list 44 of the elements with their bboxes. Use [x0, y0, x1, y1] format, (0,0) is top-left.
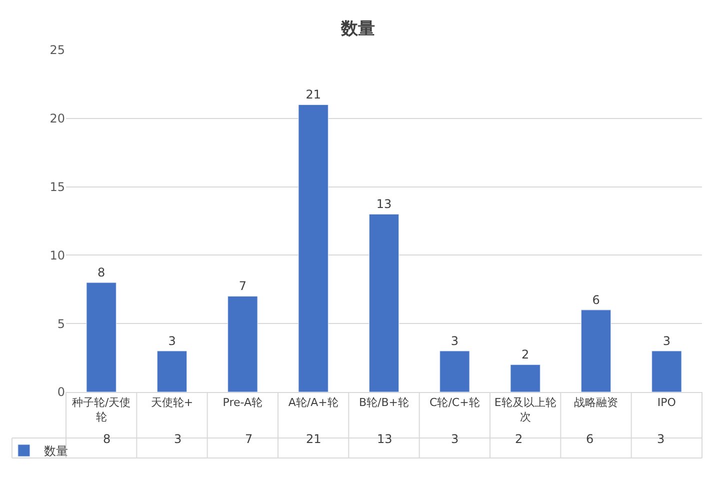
text: 13 — [376, 197, 392, 212]
x-tick-label: IPO — [657, 396, 676, 410]
bar — [228, 296, 258, 392]
data-label: 21 — [306, 432, 322, 446]
legend-label: 数量 — [44, 444, 68, 458]
x-tick-label: E轮及以上轮次 — [494, 396, 556, 424]
y-tick-label: 20 — [50, 112, 65, 126]
y-tick-label: 25 — [50, 43, 65, 58]
data-label: 3 — [174, 432, 182, 446]
bar — [440, 350, 470, 392]
x-tick-label: C轮/C+轮 — [430, 396, 480, 410]
x-tick-label: Pre-A轮 — [222, 396, 263, 410]
text: 8 — [98, 266, 106, 280]
text: 3 — [168, 334, 176, 348]
chart-title: 数量 — [340, 18, 375, 39]
text: 3 — [450, 334, 458, 348]
text: 2 — [522, 348, 530, 362]
bar — [86, 282, 116, 392]
bar — [580, 310, 612, 392]
data-label: 13 — [377, 432, 392, 446]
x-tick-label: 种子轮/天使轮 — [72, 396, 131, 424]
x-tick-label: 战略融资 — [574, 396, 618, 410]
data-label: 7 — [245, 432, 253, 446]
text: 21 — [306, 88, 321, 102]
x-tick-label: B轮/B+轮 — [358, 396, 410, 410]
x-tick-label: 天使轮+ — [150, 396, 194, 410]
data-label: 3 — [451, 432, 459, 446]
data-label: 8 — [103, 432, 111, 446]
bar — [510, 364, 540, 392]
text: 7 — [238, 279, 246, 294]
data-label: 6 — [586, 432, 594, 446]
bar — [156, 350, 188, 392]
y-tick-label: 5 — [57, 316, 65, 331]
y-tick-label: 0 — [57, 385, 65, 400]
x-tick-label: A轮/A+轮 — [288, 396, 338, 410]
y-tick-label: 10 — [50, 248, 65, 262]
bar — [652, 350, 682, 392]
data-label: 3 — [657, 432, 665, 446]
bar — [368, 214, 400, 392]
y-tick-label: 15 — [50, 180, 65, 194]
bar — [298, 104, 328, 392]
text: 3 — [662, 334, 670, 348]
text: 6 — [592, 292, 600, 307]
data-label: 2 — [515, 432, 523, 446]
